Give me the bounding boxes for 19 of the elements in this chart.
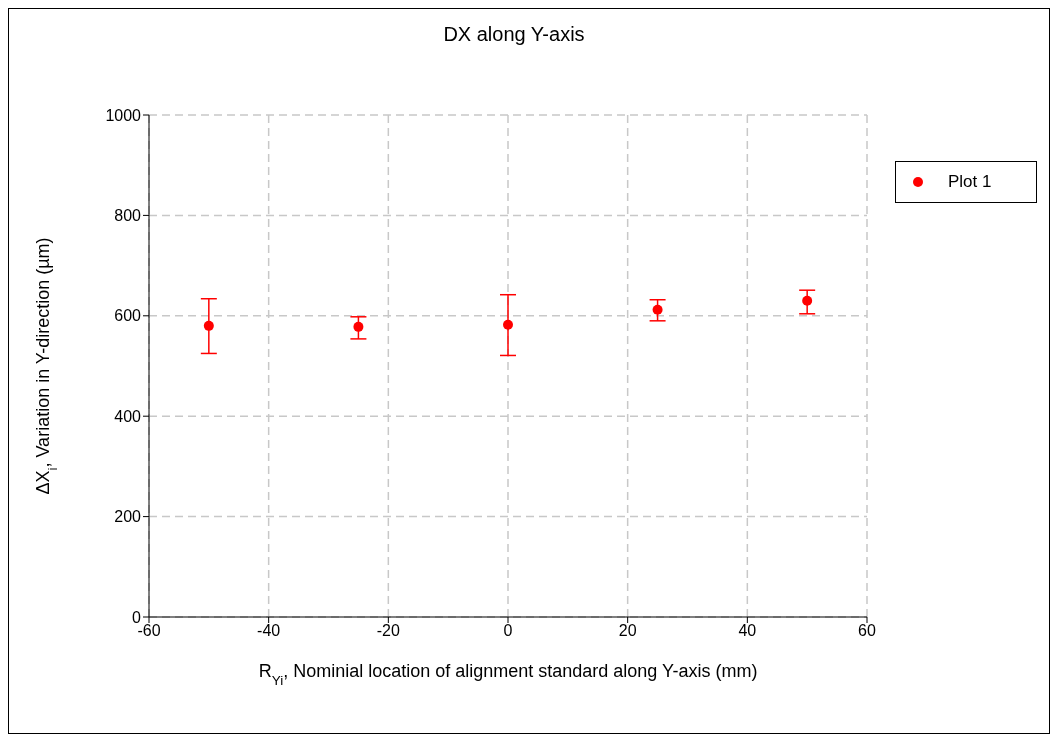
legend-label: Plot 1 (948, 172, 992, 192)
x-tick-label: 20 (618, 622, 637, 640)
x-tick-label: 0 (503, 622, 513, 640)
point (353, 321, 364, 332)
x-tick-label: -20 (376, 622, 400, 640)
point (503, 319, 513, 330)
x-tick-label: 60 (858, 622, 876, 640)
point (203, 320, 214, 331)
chart-title: DX along Y-axis (442, 23, 586, 46)
y-tick-label: 200 (114, 508, 142, 526)
point (802, 295, 813, 306)
x-tick-label: -40 (257, 622, 281, 640)
y-tick-label: 800 (114, 207, 142, 225)
y-tick-label: 400 (114, 407, 142, 425)
point (652, 304, 663, 315)
x-axis-title: R$_{Yi}$, Nominial location of alignment standard along Y-axis (mm) (258, 661, 758, 688)
y-tick-label: 1000 (105, 106, 142, 124)
y-tick-label: 600 (114, 307, 142, 325)
x-tick-label: 40 (738, 622, 757, 640)
